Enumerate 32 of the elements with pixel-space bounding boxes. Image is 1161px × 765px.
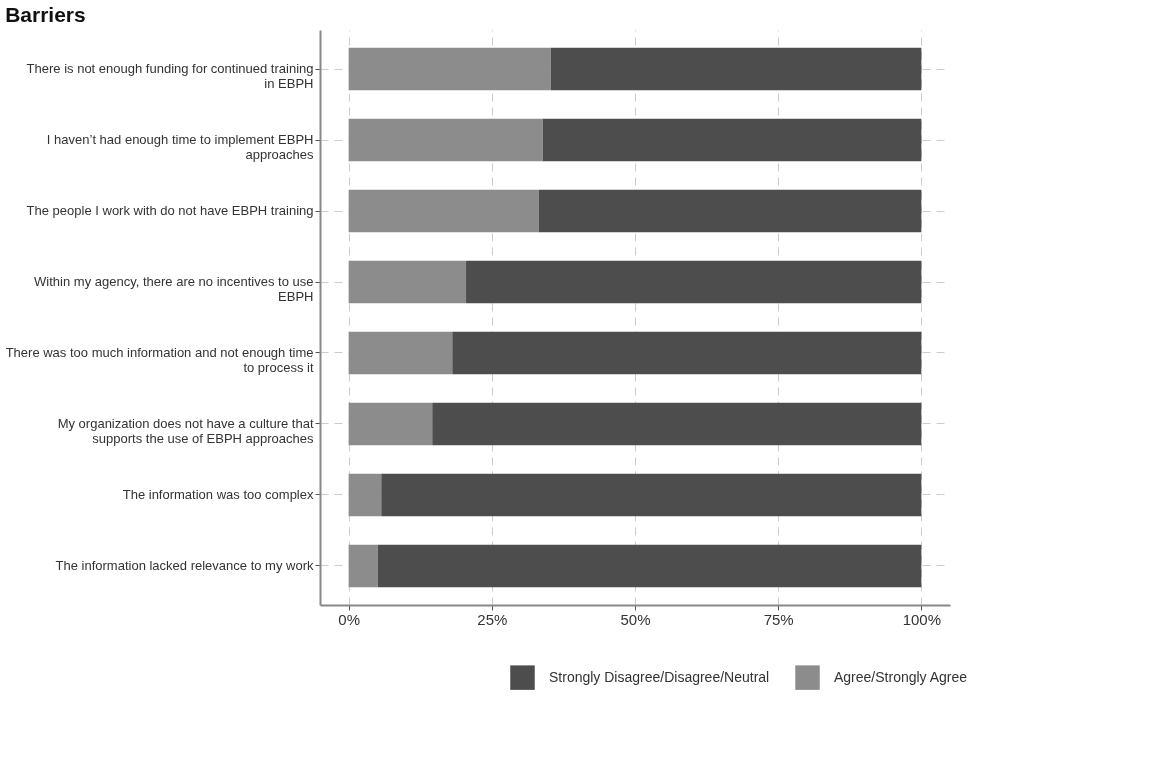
bar [538,189,922,233]
y-tick-label: There was too much information and not enough time to process it [5,344,314,375]
x-tick-label: 100% [902,610,942,628]
y-tick-label: My organization does not have a culture that supports the use of EBPH approaches [57,415,314,446]
legend-label: Strongly Disagree/Disagree/Neutral [549,668,770,685]
bar [550,47,922,91]
bar [377,544,922,588]
bar [348,402,433,446]
text: Barriers [5,3,86,26]
bar [542,118,922,162]
y-tick-label: I haven’t had enough time to implement EBPH approaches [46,132,314,163]
bar [452,331,922,375]
legend-label: Agree/Strongly Agree [834,668,968,685]
bar [348,189,539,233]
bar [466,260,922,304]
bar [348,331,453,375]
bar [348,260,467,304]
y-tick-label: The people I work with do not have EBPH training [26,203,314,219]
x-tick-label: 50% [620,610,651,628]
x-tick-label: 25% [477,610,508,628]
x-tick-label: 0% [338,610,360,628]
y-tick-label: The information was too complex [122,486,314,502]
y-tick-label: Within my agency, there are no incentives to use EBPH [34,274,314,305]
bar [348,544,378,588]
y-tick-label: The information lacked relevance to my work [55,557,314,573]
x-tick-label: 75% [763,610,794,628]
bar [348,118,543,162]
bar [348,47,551,91]
bar [381,473,922,517]
y-tick-label: There is not enough funding for continued training in EBPH [26,61,314,92]
bar [348,473,382,517]
bar [432,402,922,446]
